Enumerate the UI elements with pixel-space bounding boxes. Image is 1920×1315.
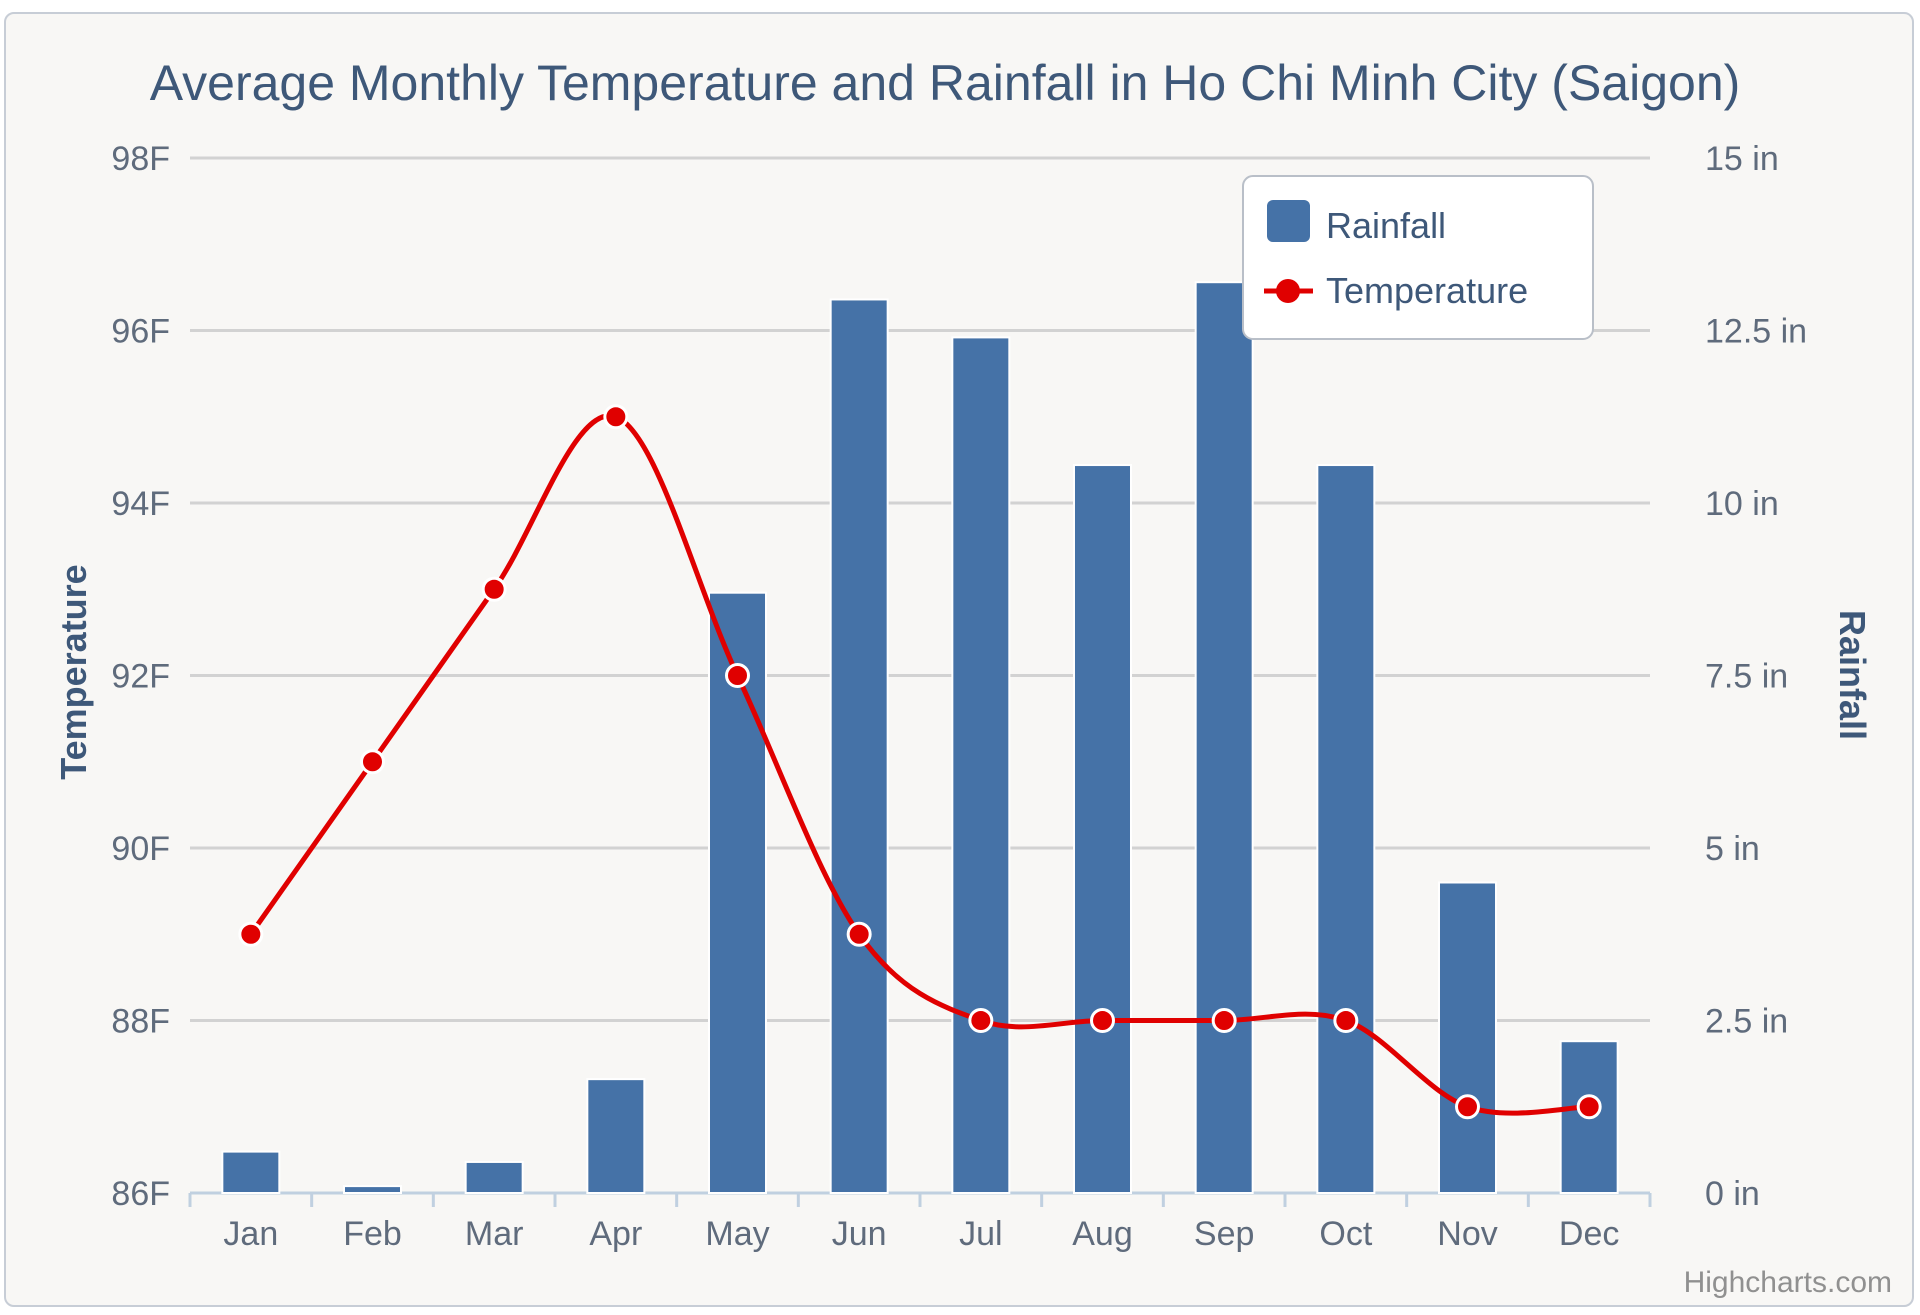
- right-tick-label: 7.5 in: [1705, 658, 1788, 696]
- rainfall-bar[interactable]: [464, 1160, 524, 1194]
- temperature-marker[interactable]: [1090, 1008, 1115, 1033]
- temperature-marker[interactable]: [360, 749, 385, 775]
- temperature-marker[interactable]: [1576, 1094, 1602, 1120]
- left-tick-label: 88F: [111, 1003, 170, 1041]
- right-tick-label: 10 in: [1705, 485, 1779, 523]
- left-tick-label: 86F: [111, 1175, 170, 1213]
- right-tick-label: 0 in: [1705, 1175, 1760, 1213]
- x-tick-label: Jan: [223, 1215, 278, 1253]
- temperature-marker[interactable]: [481, 576, 507, 602]
- temperature-marker[interactable]: [238, 921, 264, 947]
- left-tick-label: 96F: [111, 313, 170, 351]
- rainfall-bar[interactable]: [1438, 881, 1497, 1194]
- rainfall-bar[interactable]: [343, 1185, 402, 1194]
- temperature-marker[interactable]: [1333, 1008, 1359, 1033]
- temperature-spline: [248, 413, 1590, 1116]
- rainfall-bar[interactable]: [1194, 281, 1254, 1194]
- left-tick-label: 98F: [111, 140, 170, 178]
- legend-temperature-label[interactable]: Temperature: [1326, 270, 1528, 311]
- x-tick-label: Dec: [1559, 1215, 1619, 1253]
- right-tick-label: 2.5 in: [1705, 1003, 1788, 1041]
- rainfall-bar[interactable]: [1316, 464, 1376, 1194]
- left-axis-ticks: 98F 96F 94F 92F 90F 88F 86F: [111, 140, 170, 1213]
- left-axis-title: Temperature: [53, 564, 94, 779]
- x-tick-label: Nov: [1437, 1215, 1497, 1253]
- credits[interactable]: Highcharts.com: [1684, 1266, 1892, 1299]
- right-tick-label: 5 in: [1705, 830, 1760, 868]
- right-axis-ticks: 15 in 12.5 in 10 in 7.5 in 5 in 2.5 in 0 in: [1705, 140, 1807, 1213]
- chart-title: Average Monthly Temperature and Rainfall…: [150, 55, 1741, 111]
- left-tick-label: 90F: [111, 830, 170, 868]
- x-tick-label: Oct: [1319, 1215, 1372, 1253]
- x-tick-label: Mar: [465, 1215, 524, 1253]
- x-tick-label: Apr: [589, 1215, 642, 1253]
- legend-rainfall-label[interactable]: Rainfall: [1326, 205, 1446, 246]
- x-tick-label: Feb: [343, 1215, 402, 1253]
- rainfall-bar[interactable]: [829, 298, 889, 1194]
- x-tick-label: Jul: [959, 1215, 1002, 1253]
- x-tick-label: May: [705, 1215, 769, 1253]
- temperature-marker[interactable]: [725, 663, 750, 688]
- right-tick-label: 15 in: [1705, 140, 1779, 178]
- temperature-marker[interactable]: [603, 404, 629, 430]
- x-tick-label: Sep: [1194, 1215, 1255, 1253]
- rainfall-bar[interactable]: [221, 1150, 281, 1194]
- legend-temperature-marker: [1276, 279, 1300, 303]
- legend[interactable]: Rainfall Temperature: [1242, 175, 1594, 340]
- x-tick-label: Jun: [832, 1215, 887, 1253]
- rainfall-bar[interactable]: [708, 591, 767, 1194]
- left-tick-label: 92F: [111, 658, 170, 696]
- legend-rainfall-swatch: [1267, 200, 1310, 242]
- legend-box: [1242, 175, 1594, 340]
- x-tick-label: Aug: [1072, 1215, 1133, 1253]
- x-axis: Jan Feb Mar Apr May Jun Jul Aug Sep Oct Nov Dec: [188, 1191, 1652, 1253]
- rainfall-bar[interactable]: [951, 336, 1011, 1194]
- temperature-marker[interactable]: [846, 921, 872, 947]
- rainfall-bar[interactable]: [586, 1078, 646, 1195]
- temperature-marker[interactable]: [1455, 1094, 1480, 1120]
- temperature-marker[interactable]: [1211, 1008, 1237, 1033]
- rainfall-bar[interactable]: [1073, 464, 1132, 1194]
- temperature-line: [238, 404, 1602, 1120]
- right-tick-label: 12.5 in: [1705, 313, 1807, 351]
- left-tick-label: 94F: [111, 485, 170, 523]
- temperature-marker[interactable]: [968, 1008, 994, 1033]
- rainfall-bars: [221, 281, 1619, 1195]
- right-axis-title: Rainfall: [1832, 610, 1873, 740]
